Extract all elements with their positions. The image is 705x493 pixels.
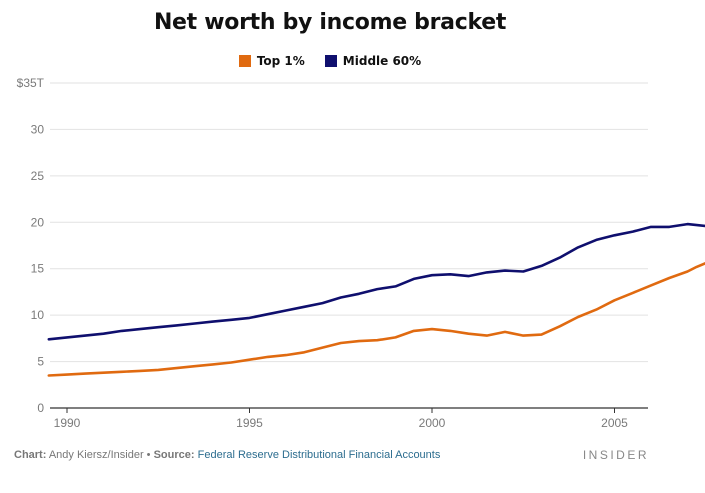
series-line-top-1 (47, 262, 705, 377)
y-tick-label: 0 (37, 401, 44, 415)
legend-swatch-top-1 (238, 55, 251, 67)
footer-source-link[interactable]: Federal Reserve Distributional Financial… (197, 449, 441, 461)
insider-logo: INSIDER (582, 448, 649, 462)
footer-author: Andy Kiersz/Insider (48, 449, 144, 461)
y-tick-label: 5 (37, 355, 44, 369)
x-tick-label: 1995 (236, 416, 263, 430)
footer-chart-label: Chart: (14, 449, 47, 461)
series-line-middle-60 (47, 222, 705, 341)
y-tick-label: 25 (31, 169, 45, 183)
chart-title: Net worth by income bracket (153, 10, 507, 35)
chart-legend: Top 1% Middle 60% (0, 54, 660, 68)
footer-bullet: • (146, 449, 151, 461)
legend-label-top-1: Top 1% (256, 54, 305, 68)
x-tick-label: 2000 (419, 416, 446, 430)
x-tick-label: 1990 (54, 416, 81, 430)
y-tick-label: 30 (31, 122, 45, 136)
legend-item-top-1: Top 1% (238, 54, 305, 68)
y-tick-label: $35T (17, 76, 45, 90)
legend-swatch-middle-60 (324, 55, 337, 67)
footer-source-label: Source: (153, 449, 195, 461)
chart-footer: Chart: Andy Kiersz/Insider • Source: Fed… (14, 449, 440, 461)
y-tick-label: 10 (31, 308, 45, 322)
legend-item-middle-60: Middle 60% (324, 54, 422, 68)
legend-label-middle-60: Middle 60% (342, 54, 422, 68)
x-tick-label: 2005 (601, 416, 628, 430)
y-tick-label: 20 (31, 215, 45, 229)
y-tick-label: 15 (31, 262, 45, 276)
